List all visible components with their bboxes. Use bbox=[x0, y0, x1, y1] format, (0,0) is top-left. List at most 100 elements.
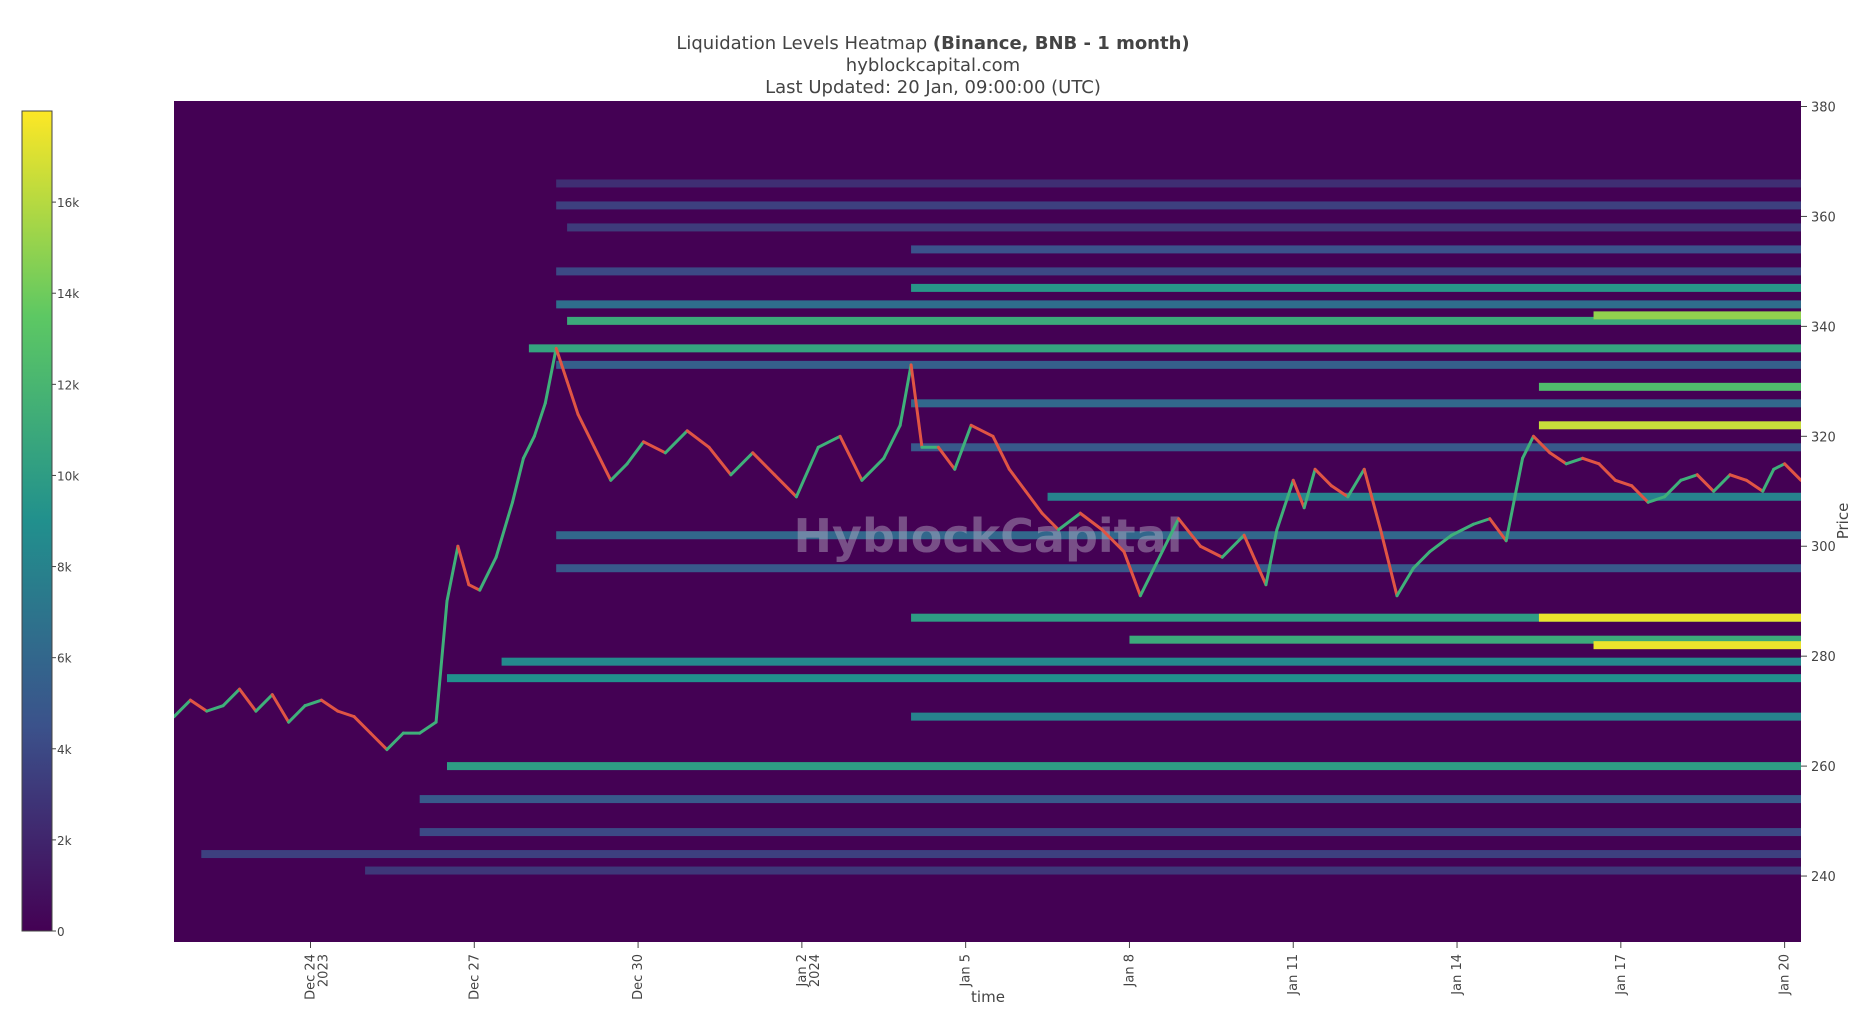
colorbar-ticks: 0 2k 4k 6k 8k 10k 12k 14k 16k bbox=[52, 196, 79, 939]
chart-title: Liquidation Levels Heatmap (Binance, BNB… bbox=[0, 33, 1866, 54]
price-segment bbox=[969, 423, 995, 438]
y-tick-label: 280 bbox=[1811, 650, 1836, 665]
colorbar-tick-label: 2k bbox=[57, 834, 72, 848]
price-segment bbox=[1024, 489, 1044, 515]
watermark: HyblockCapital bbox=[794, 509, 1183, 563]
price-segment bbox=[456, 544, 471, 587]
price-segment bbox=[1122, 550, 1142, 598]
price-segment bbox=[592, 445, 613, 482]
liquidation-band bbox=[567, 316, 1801, 325]
price-segment bbox=[882, 423, 902, 460]
price-segment bbox=[1646, 495, 1667, 504]
liquidation-band bbox=[446, 674, 1801, 683]
price-segment bbox=[352, 715, 373, 735]
price-segment bbox=[385, 731, 405, 752]
x-tick-label: Jan 20 bbox=[1778, 954, 1793, 996]
liquidation-band bbox=[556, 531, 1801, 540]
price-segment bbox=[860, 456, 886, 482]
price-segment bbox=[254, 693, 274, 713]
x-tick-year-label: 2023 bbox=[316, 954, 331, 987]
price-segment bbox=[554, 346, 569, 383]
price-segment bbox=[773, 473, 798, 499]
price-segment bbox=[1242, 533, 1268, 587]
colorbar-tick-label: 4k bbox=[57, 743, 72, 757]
price-segment bbox=[511, 456, 525, 504]
price-segment bbox=[369, 731, 389, 752]
price-segment bbox=[751, 451, 777, 477]
price-segment bbox=[663, 429, 689, 455]
price-segment bbox=[1329, 484, 1350, 499]
price-segment bbox=[532, 401, 547, 438]
price-segment bbox=[1177, 517, 1202, 548]
liquidation-band bbox=[1129, 635, 1801, 644]
price-segment bbox=[1712, 473, 1732, 493]
price-segment bbox=[1291, 478, 1306, 510]
x-tick-label: Jan 2 bbox=[795, 954, 810, 987]
price-series bbox=[174, 346, 1801, 752]
y-tick-label: 300 bbox=[1811, 540, 1836, 555]
price-segment bbox=[1531, 434, 1552, 455]
liquidation-band bbox=[1593, 311, 1801, 320]
x-tick-label: Jan 11 bbox=[1286, 954, 1301, 996]
price-segment bbox=[1744, 478, 1765, 493]
liquidation-band bbox=[911, 613, 1801, 622]
price-segment bbox=[445, 544, 460, 603]
price-segment bbox=[1302, 467, 1317, 510]
price-segment bbox=[521, 434, 536, 460]
price-segment bbox=[685, 429, 711, 449]
x-tick-label: Jan 14 bbox=[1450, 954, 1465, 996]
price-segment bbox=[1275, 478, 1295, 532]
chart-last-updated: Last Updated: 20 Jan, 09:00:00 (UTC) bbox=[765, 77, 1101, 98]
colorbar-tick-label: 14k bbox=[57, 287, 79, 301]
price-segment bbox=[576, 412, 596, 449]
price-segment bbox=[1007, 467, 1028, 493]
price-segment bbox=[1695, 473, 1716, 493]
x-tick-label: Jan 17 bbox=[1614, 954, 1629, 996]
y-tick-label: 380 bbox=[1811, 100, 1836, 115]
liquidation-band bbox=[1047, 492, 1801, 501]
x-tick-label: Jan 5 bbox=[959, 954, 974, 987]
liquidation-band bbox=[911, 712, 1801, 721]
price-segment bbox=[1564, 456, 1585, 466]
liquidation-band bbox=[201, 850, 1801, 859]
price-segment bbox=[188, 698, 209, 713]
price-segment bbox=[1428, 533, 1454, 554]
y-tick-label: 320 bbox=[1811, 430, 1836, 445]
liquidation-band bbox=[556, 300, 1801, 309]
price-segment bbox=[729, 451, 755, 477]
price-segment bbox=[1548, 451, 1568, 466]
price-segment bbox=[1346, 467, 1366, 499]
chart-title-text: Liquidation Levels Heatmap bbox=[676, 33, 933, 54]
price-segment bbox=[936, 445, 957, 471]
liquidation-band bbox=[556, 267, 1801, 276]
price-segment bbox=[336, 709, 356, 719]
price-segment bbox=[1138, 561, 1159, 598]
price-segment bbox=[1450, 522, 1475, 537]
price-segment bbox=[418, 720, 438, 735]
price-segment bbox=[1040, 511, 1060, 532]
price-segment bbox=[1220, 533, 1246, 559]
price-segment bbox=[1488, 517, 1508, 543]
y-axis-title: Price bbox=[1834, 503, 1852, 540]
price-segment bbox=[794, 445, 820, 499]
price-segment bbox=[1663, 478, 1683, 499]
liquidation-band bbox=[446, 762, 1801, 771]
price-segment bbox=[1597, 462, 1617, 482]
price-segment bbox=[287, 704, 307, 724]
chart-title-bold: (Binance, BNB - 1 month) bbox=[932, 33, 1190, 54]
y-tick-label: 260 bbox=[1811, 760, 1836, 775]
price-segment bbox=[1379, 528, 1399, 598]
liquidation-band bbox=[419, 795, 1801, 804]
x-tick-label: Dec 24 bbox=[303, 954, 318, 1000]
liquidation-band bbox=[556, 179, 1801, 188]
price-segment bbox=[205, 704, 225, 713]
y-tick-label: 360 bbox=[1811, 210, 1836, 225]
liquidation-band bbox=[528, 344, 1801, 353]
price-segment bbox=[1772, 462, 1787, 471]
price-segment bbox=[565, 379, 580, 416]
price-segment bbox=[909, 363, 924, 449]
price-segment bbox=[221, 687, 242, 708]
price-segment bbox=[609, 462, 629, 482]
x-tick-label: Jan 8 bbox=[1122, 954, 1137, 987]
price-segment bbox=[898, 363, 913, 427]
